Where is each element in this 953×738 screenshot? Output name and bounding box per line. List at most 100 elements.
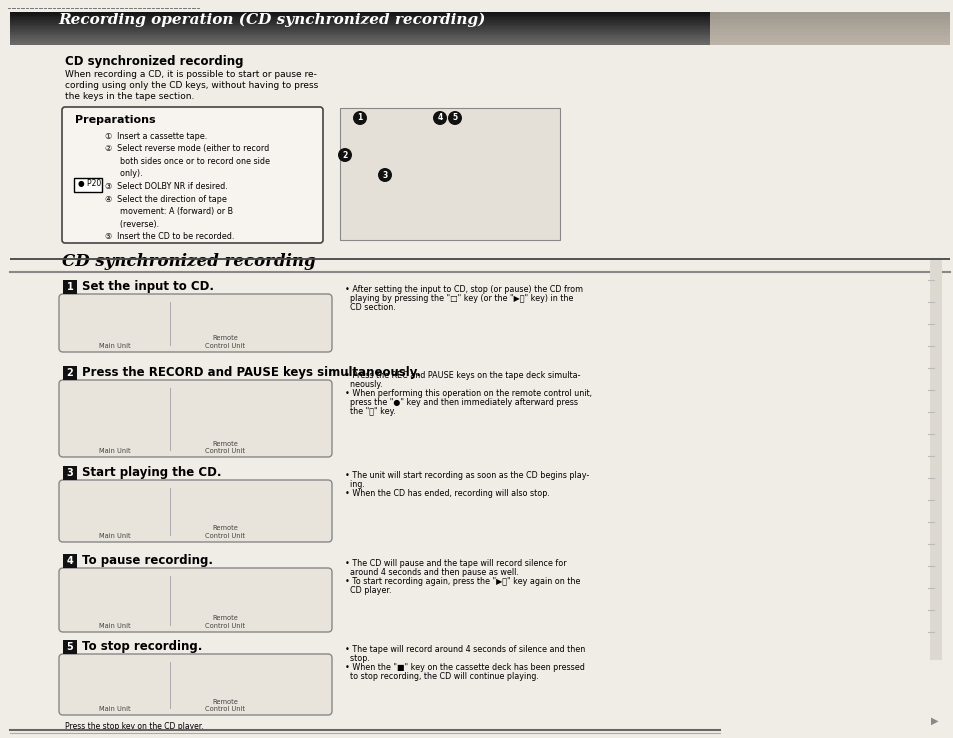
- Text: • To start recording again, press the "▶⏸" key again on the: • To start recording again, press the "▶…: [345, 577, 579, 586]
- Text: playing by pressing the "□" key (or the "▶⏸" key) in the: playing by pressing the "□" key (or the …: [345, 294, 573, 303]
- Bar: [10, 28, 709, 30]
- Circle shape: [448, 111, 461, 125]
- Text: 3: 3: [382, 170, 387, 179]
- Bar: [10, 37, 709, 39]
- Text: 4: 4: [67, 556, 73, 566]
- Bar: [10, 21, 709, 23]
- Bar: [709, 29, 949, 32]
- Bar: [10, 43, 709, 44]
- Text: ▶: ▶: [930, 716, 938, 726]
- Bar: [709, 18, 949, 22]
- Bar: [10, 32, 709, 34]
- Bar: [10, 19, 709, 21]
- Text: ⑤  Insert the CD to be recorded.: ⑤ Insert the CD to be recorded.: [105, 232, 234, 241]
- FancyBboxPatch shape: [59, 380, 332, 457]
- Bar: [10, 258, 949, 260]
- Text: To pause recording.: To pause recording.: [82, 554, 213, 567]
- Circle shape: [337, 148, 352, 162]
- Bar: [929, 260, 941, 660]
- Bar: [10, 34, 709, 35]
- Text: 2: 2: [67, 368, 73, 378]
- Bar: [63, 280, 77, 294]
- Bar: [10, 35, 709, 38]
- Bar: [709, 35, 949, 38]
- Text: both sides once or to record one side: both sides once or to record one side: [105, 157, 270, 166]
- Text: only).: only).: [105, 170, 143, 179]
- FancyBboxPatch shape: [59, 294, 332, 352]
- Text: 5: 5: [452, 114, 457, 123]
- Text: CD section.: CD section.: [345, 303, 395, 312]
- Text: ● P20: ● P20: [78, 179, 101, 188]
- Text: • The unit will start recording as soon as the CD begins play-: • The unit will start recording as soon …: [345, 471, 589, 480]
- Bar: [10, 27, 709, 28]
- Bar: [10, 39, 709, 41]
- Text: Remote
Control Unit: Remote Control Unit: [205, 525, 245, 539]
- Text: Remote
Control Unit: Remote Control Unit: [205, 698, 245, 712]
- Bar: [10, 14, 709, 15]
- Text: 3: 3: [67, 468, 73, 478]
- Text: stop.: stop.: [345, 654, 370, 663]
- Text: to stop recording, the CD will continue playing.: to stop recording, the CD will continue …: [345, 672, 538, 681]
- Text: Main Unit: Main Unit: [99, 623, 131, 629]
- Text: ④  Select the direction of tape: ④ Select the direction of tape: [105, 195, 227, 204]
- Text: • Press the REC and PAUSE keys on the tape deck simulta-: • Press the REC and PAUSE keys on the ta…: [345, 371, 579, 380]
- Text: 5: 5: [67, 642, 73, 652]
- Text: To stop recording.: To stop recording.: [82, 640, 202, 653]
- Text: neously.: neously.: [345, 380, 382, 389]
- Text: ③  Select DOLBY NR if desired.: ③ Select DOLBY NR if desired.: [105, 182, 228, 191]
- Bar: [709, 38, 949, 42]
- Text: ②  Select reverse mode (either to record: ② Select reverse mode (either to record: [105, 145, 269, 154]
- Text: Press the stop key on the CD player.: Press the stop key on the CD player.: [65, 722, 203, 731]
- Circle shape: [353, 111, 367, 125]
- Text: Main Unit: Main Unit: [99, 533, 131, 539]
- Bar: [63, 640, 77, 654]
- Text: 2: 2: [342, 151, 347, 159]
- Text: • The tape will record around 4 seconds of silence and then: • The tape will record around 4 seconds …: [345, 645, 584, 654]
- FancyBboxPatch shape: [62, 107, 323, 243]
- Bar: [709, 12, 949, 45]
- Text: Press the RECORD and PAUSE keys simultaneously.: Press the RECORD and PAUSE keys simultan…: [82, 366, 420, 379]
- FancyBboxPatch shape: [59, 654, 332, 715]
- Bar: [709, 32, 949, 35]
- Text: 1: 1: [67, 282, 73, 292]
- Bar: [63, 466, 77, 480]
- Bar: [10, 258, 949, 260]
- Text: Remote
Control Unit: Remote Control Unit: [205, 615, 245, 629]
- Bar: [10, 12, 709, 14]
- Text: ing.: ing.: [345, 480, 364, 489]
- Text: CD synchronized recording: CD synchronized recording: [62, 253, 315, 270]
- Text: ①  Insert a cassette tape.: ① Insert a cassette tape.: [105, 132, 207, 141]
- Text: 1: 1: [357, 114, 362, 123]
- Bar: [339, 108, 559, 240]
- Text: around 4 seconds and then pause as well.: around 4 seconds and then pause as well.: [345, 568, 518, 577]
- Text: Remote
Control Unit: Remote Control Unit: [205, 441, 245, 454]
- Circle shape: [433, 111, 447, 125]
- Text: movement: A (forward) or B: movement: A (forward) or B: [105, 207, 233, 216]
- Text: cording using only the CD keys, without having to press: cording using only the CD keys, without …: [65, 81, 318, 90]
- Bar: [63, 554, 77, 568]
- Text: When recording a CD, it is possible to start or pause re-: When recording a CD, it is possible to s…: [65, 70, 316, 79]
- Text: • When the CD has ended, recording will also stop.: • When the CD has ended, recording will …: [345, 489, 549, 498]
- Text: Main Unit: Main Unit: [99, 706, 131, 712]
- Text: • When the "■" key on the cassette deck has been pressed: • When the "■" key on the cassette deck …: [345, 663, 584, 672]
- Bar: [10, 15, 709, 18]
- Text: press the "●" key and then immediately afterward press: press the "●" key and then immediately a…: [345, 398, 578, 407]
- Text: CD player.: CD player.: [345, 586, 391, 595]
- Text: • When performing this operation on the remote control unit,: • When performing this operation on the …: [345, 389, 592, 398]
- Bar: [709, 12, 949, 15]
- Text: Set the input to CD.: Set the input to CD.: [82, 280, 213, 293]
- Text: Recording operation (CD synchronized recording): Recording operation (CD synchronized rec…: [58, 13, 485, 27]
- Bar: [709, 22, 949, 25]
- Bar: [10, 30, 709, 32]
- Text: • The CD will pause and the tape will record silence for: • The CD will pause and the tape will re…: [345, 559, 566, 568]
- Bar: [709, 25, 949, 29]
- Bar: [10, 12, 709, 45]
- Text: the keys in the tape section.: the keys in the tape section.: [65, 92, 194, 101]
- FancyBboxPatch shape: [59, 480, 332, 542]
- Text: 4: 4: [436, 114, 442, 123]
- Text: (reverse).: (reverse).: [105, 219, 159, 229]
- Bar: [10, 24, 709, 27]
- Text: Main Unit: Main Unit: [99, 343, 131, 349]
- Bar: [10, 258, 949, 260]
- Bar: [709, 42, 949, 45]
